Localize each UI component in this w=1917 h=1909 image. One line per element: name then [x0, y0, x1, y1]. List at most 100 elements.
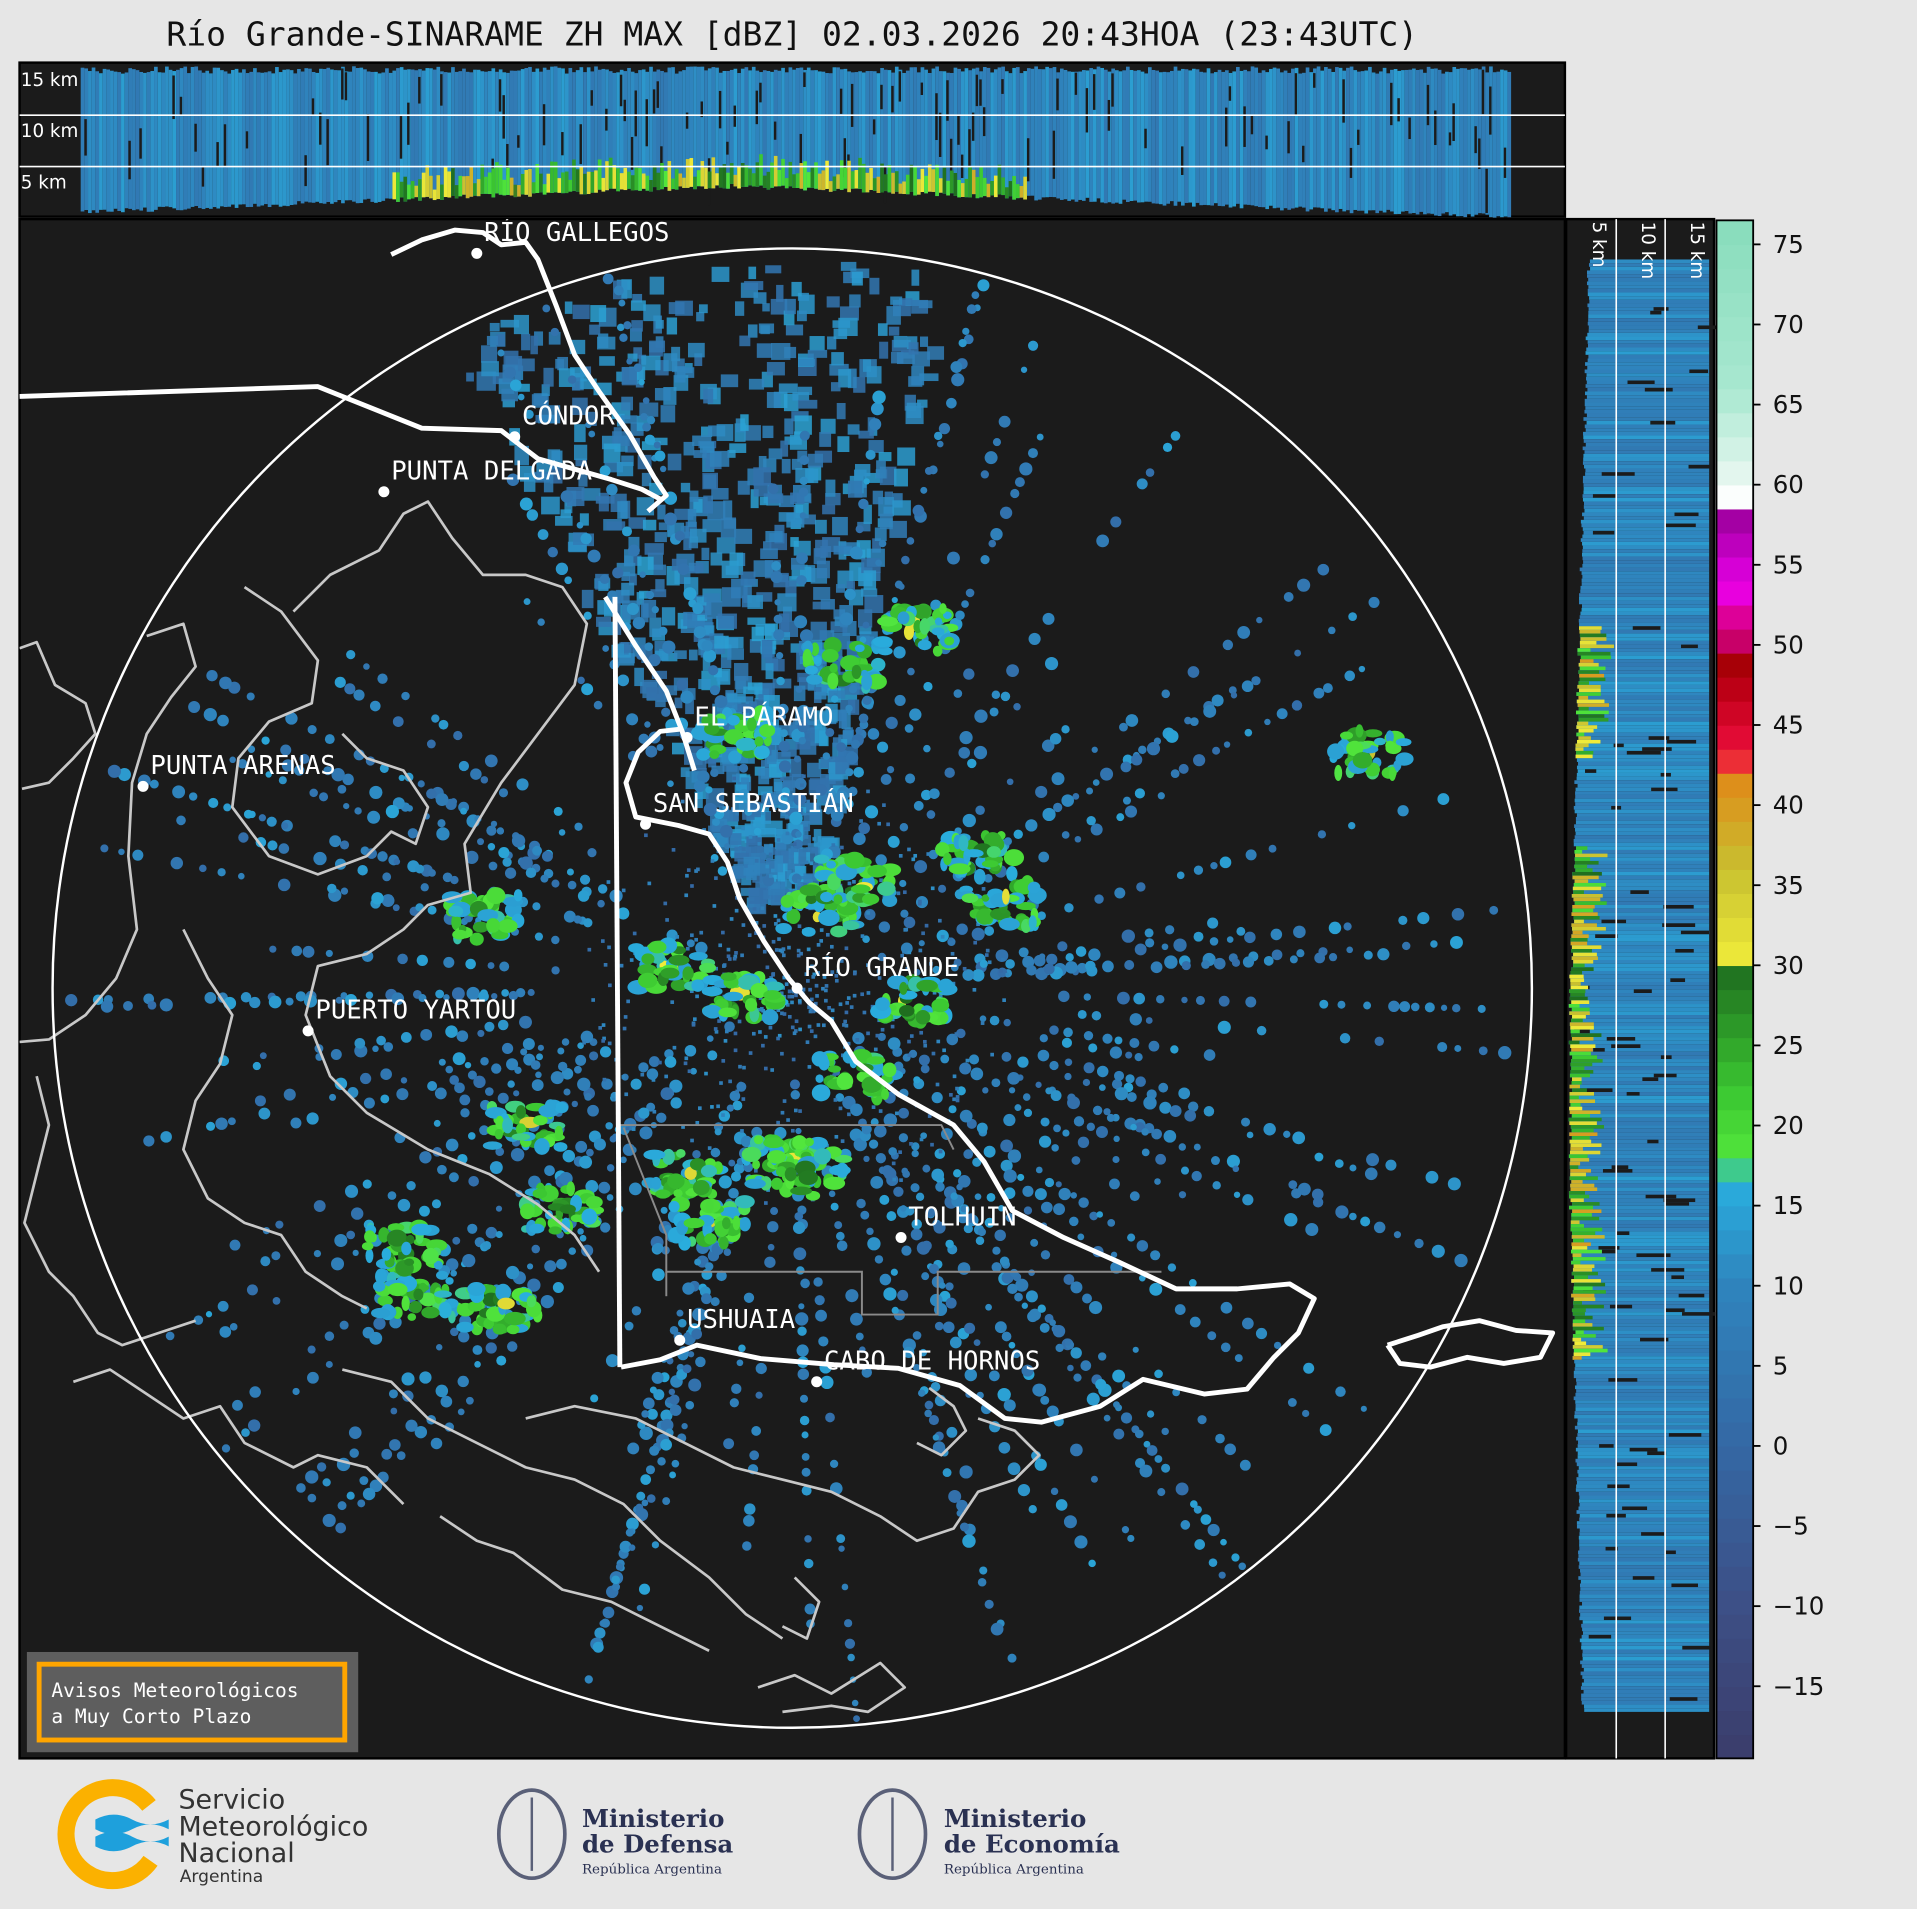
colorbar-band: [1716, 676, 1754, 702]
colorbar-tick-label: 30: [1773, 951, 1804, 980]
ministerio-defensa-logo: Ministerio de Defensa República Argentin…: [496, 1788, 733, 1880]
colorbar-tick-label: 5: [1773, 1351, 1789, 1380]
colorbar-band: [1716, 628, 1754, 654]
city-marker: USHUAIA: [674, 1305, 795, 1346]
colorbar-tick-label: 50: [1773, 630, 1804, 659]
colorbar-tick-label: 60: [1773, 470, 1804, 499]
colorbar-tick-label: 70: [1773, 310, 1804, 339]
colorbar-band: [1716, 700, 1754, 726]
height-label-10km: 10 km: [21, 121, 79, 142]
colorbar-band: [1716, 1542, 1754, 1567]
colorbar-band: [1716, 484, 1754, 510]
colorbar-band: [1716, 1109, 1754, 1135]
colorbar-tick-label: 45: [1773, 711, 1804, 740]
international-border-and-coast: [19, 227, 1556, 1425]
colorbar-frame: [1715, 219, 1755, 1760]
colorbar-tick-label: 0: [1773, 1431, 1789, 1460]
colorbar-tick-label: −5: [1773, 1512, 1809, 1541]
colorbar-band: [1716, 821, 1754, 846]
colorbar-band: [1716, 1710, 1754, 1736]
colorbar-band: [1716, 412, 1754, 438]
colorbar-band: [1716, 1229, 1754, 1255]
warning-box[interactable]: Avisos Meteorológicos a Muy Corto Plazo: [26, 1651, 359, 1753]
city-label: RÍO GRANDE: [804, 951, 958, 983]
city-label: CABO DE HORNOS: [824, 1347, 1040, 1377]
smn-logo-text: Meteorológico: [178, 1811, 368, 1842]
city-dot: [811, 1376, 823, 1388]
city-label: PUERTO YARTOU: [315, 996, 516, 1026]
colorbar-band: [1716, 1301, 1754, 1327]
colorbar-band: [1716, 1205, 1754, 1231]
height-label-10km: 10 km: [1637, 222, 1658, 280]
city-dot: [378, 486, 390, 498]
colorbar-band: [1716, 268, 1754, 294]
colorbar-tick-label: 10: [1773, 1271, 1804, 1300]
smn-logo-text: Servicio: [178, 1784, 285, 1815]
colorbar-band: [1716, 1566, 1754, 1591]
colorbar-tick-label: 55: [1773, 550, 1804, 579]
colorbar-tick-label: 20: [1773, 1111, 1804, 1140]
city-marker: EL PÁRAMO: [681, 700, 833, 743]
city-label: PUNTA ARENAS: [150, 751, 335, 781]
colorbar-tick-label: −10: [1773, 1592, 1825, 1621]
colorbar-band: [1716, 1686, 1754, 1712]
colorbar-tick-label: 65: [1773, 390, 1804, 419]
smn-logo: Servicio Meteorológico Nacional Argentin…: [57, 1779, 368, 1890]
colorbar-band: [1716, 724, 1754, 750]
ppi-map-panel: RÍO GALLEGOS CÓNDOR PUNTA DELGADA EL PÁRAMO…: [18, 217, 1567, 1760]
colorbar-tick-label: −15: [1773, 1672, 1825, 1701]
coastlines: [19, 500, 1041, 1714]
side-cross-section-panel: 5 km 10 km 15 km: [1564, 217, 1727, 1760]
colorbar-band: [1716, 1253, 1754, 1279]
colorbar-band: [1716, 989, 1754, 1015]
logo-text: República Argentina: [582, 1862, 722, 1877]
warning-box-line2: a Muy Corto Plazo: [51, 1705, 251, 1728]
top-cross-section-panel: 15 km 10 km 5 km: [18, 61, 1567, 218]
colorbar-band: [1716, 364, 1754, 390]
colorbar-band: [1716, 460, 1754, 486]
city-marker: PUERTO YARTOU: [302, 996, 516, 1037]
colorbar-band: [1716, 1590, 1754, 1615]
colorbar-band: [1716, 1085, 1754, 1111]
height-label-5km: 5 km: [21, 173, 67, 194]
logo-text: de Defensa: [582, 1829, 733, 1858]
colorbar-band: [1716, 1445, 1754, 1471]
colorbar-band: [1716, 917, 1754, 943]
colorbar-tick-label: 35: [1773, 871, 1804, 900]
colorbar-band: [1716, 773, 1754, 798]
colorbar-band: [1716, 941, 1754, 967]
colorbar-band: [1716, 1373, 1754, 1399]
colorbar-band: [1716, 869, 1754, 894]
colorbar-band: [1716, 580, 1754, 606]
city-label: TOLHUIN: [908, 1202, 1016, 1232]
city-label: EL PÁRAMO: [694, 700, 833, 732]
colorbar-tick-label: 15: [1773, 1191, 1804, 1220]
city-label: PUNTA DELGADA: [391, 457, 592, 487]
city-marker: RÍO GALLEGOS: [471, 219, 669, 259]
height-label-15km: 15 km: [1686, 222, 1707, 280]
colorbar-band: [1716, 508, 1754, 534]
colorbar-band: [1716, 1181, 1754, 1207]
city-dot: [509, 431, 521, 443]
colorbar-band: [1716, 652, 1754, 678]
city-marker: CABO DE HORNOS: [811, 1347, 1040, 1388]
city-dot: [302, 1025, 314, 1037]
colorbar-band: [1716, 1494, 1754, 1519]
colorbar-band: [1716, 1133, 1754, 1159]
city-dot: [895, 1232, 907, 1244]
city-dot: [674, 1334, 686, 1346]
city-marker: PUNTA ARENAS: [137, 751, 336, 792]
height-label-5km: 5 km: [1588, 222, 1609, 268]
height-label-15km: 15 km: [21, 70, 79, 91]
city-marker: PUNTA DELGADA: [378, 457, 592, 498]
colorbar-band: [1716, 1013, 1754, 1039]
colorbar-tick-label: 75: [1773, 230, 1804, 259]
colorbar-band: [1716, 340, 1754, 366]
colorbar-band: [1716, 965, 1754, 991]
logo-text: de Economía: [944, 1829, 1120, 1858]
colorbar-band: [1716, 1662, 1754, 1687]
city-label: CÓNDOR: [522, 400, 615, 432]
city-marker: SAN SEBASTIÁN: [640, 787, 854, 830]
city-marker: CÓNDOR: [509, 400, 615, 443]
